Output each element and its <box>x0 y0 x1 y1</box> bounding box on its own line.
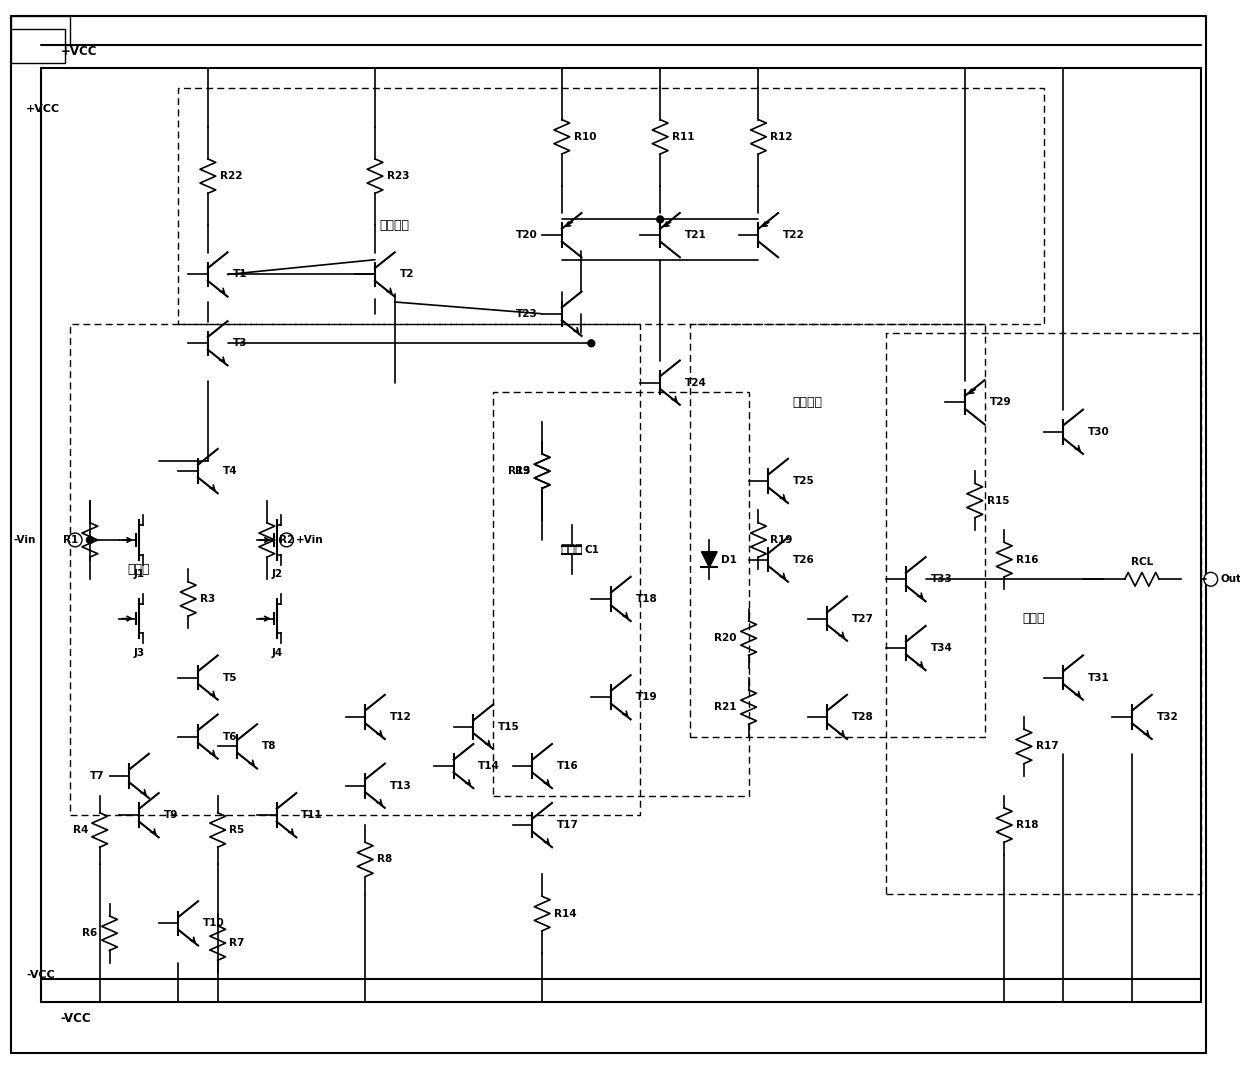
Text: R11: R11 <box>672 132 694 142</box>
Text: -Vin: -Vin <box>14 535 36 545</box>
Text: T16: T16 <box>557 761 579 771</box>
Text: 输入级: 输入级 <box>128 563 150 576</box>
Text: J1: J1 <box>134 569 145 580</box>
Circle shape <box>280 533 294 547</box>
Text: R9: R9 <box>516 466 531 476</box>
Text: +Vin: +Vin <box>296 535 324 545</box>
Text: R3: R3 <box>200 594 216 604</box>
Text: +VCC: +VCC <box>26 104 60 115</box>
Text: 保护电路: 保护电路 <box>792 396 822 408</box>
Text: T26: T26 <box>792 554 815 565</box>
Text: T11: T11 <box>301 810 324 820</box>
Text: R10: R10 <box>574 132 596 142</box>
Text: T8: T8 <box>262 742 277 751</box>
Text: R23: R23 <box>387 172 409 181</box>
Text: T7: T7 <box>91 771 104 780</box>
Text: T13: T13 <box>389 780 412 791</box>
Circle shape <box>68 533 82 547</box>
Text: R15: R15 <box>987 495 1009 506</box>
Text: R14: R14 <box>554 909 577 919</box>
Text: -VCC: -VCC <box>26 969 55 980</box>
Text: R4: R4 <box>72 825 88 835</box>
Text: T31: T31 <box>1087 672 1110 683</box>
Text: T25: T25 <box>792 476 815 486</box>
Text: T34: T34 <box>930 643 952 653</box>
Text: R19: R19 <box>770 535 792 545</box>
Text: R13: R13 <box>508 466 531 476</box>
Text: J2: J2 <box>272 569 283 580</box>
Circle shape <box>657 215 663 223</box>
Polygon shape <box>702 552 717 567</box>
Text: R18: R18 <box>1016 820 1039 830</box>
Text: T27: T27 <box>852 613 874 624</box>
Text: +VCC: +VCC <box>61 45 97 58</box>
Text: T20: T20 <box>516 230 537 240</box>
Text: T22: T22 <box>782 230 805 240</box>
Text: T2: T2 <box>399 269 414 280</box>
Text: T33: T33 <box>930 575 952 584</box>
Text: R22: R22 <box>219 172 242 181</box>
Text: R17: R17 <box>1035 742 1059 751</box>
Text: T1: T1 <box>232 269 247 280</box>
Text: R1: R1 <box>63 535 78 545</box>
Text: T24: T24 <box>684 377 707 388</box>
Text: 中间级: 中间级 <box>560 544 583 556</box>
Text: T30: T30 <box>1087 427 1110 436</box>
Text: J3: J3 <box>134 649 145 658</box>
Text: T12: T12 <box>389 712 412 721</box>
Text: T4: T4 <box>223 466 237 476</box>
Text: T14: T14 <box>479 761 500 771</box>
Text: 输出级: 输出级 <box>1023 612 1045 625</box>
Text: R2: R2 <box>279 535 294 545</box>
Circle shape <box>1204 572 1218 586</box>
Text: T3: T3 <box>232 339 247 348</box>
Text: R7: R7 <box>229 938 244 948</box>
Text: T10: T10 <box>203 919 224 928</box>
Text: R16: R16 <box>1016 554 1039 565</box>
Text: T9: T9 <box>164 810 179 820</box>
Text: T15: T15 <box>498 721 520 732</box>
Text: RCL: RCL <box>1131 557 1153 567</box>
Text: R8: R8 <box>377 854 392 864</box>
Bar <box>11 16 71 45</box>
Text: T23: T23 <box>516 309 537 318</box>
Text: R21: R21 <box>714 702 737 712</box>
Circle shape <box>87 536 93 544</box>
Text: T19: T19 <box>636 693 657 702</box>
Text: T18: T18 <box>636 594 657 604</box>
Text: T29: T29 <box>990 398 1011 407</box>
Text: T28: T28 <box>852 712 874 721</box>
Text: D1: D1 <box>722 554 737 565</box>
Text: R6: R6 <box>83 928 98 938</box>
Text: Out: Out <box>1220 575 1240 584</box>
Text: C1: C1 <box>584 545 599 555</box>
Text: 偏置电路: 偏置电路 <box>379 219 409 232</box>
Text: T17: T17 <box>557 820 579 830</box>
Text: -VCC: -VCC <box>61 1012 91 1025</box>
Text: T5: T5 <box>223 672 237 683</box>
Text: T32: T32 <box>1157 712 1178 721</box>
Text: T21: T21 <box>684 230 707 240</box>
Text: R5: R5 <box>229 825 244 835</box>
Text: R20: R20 <box>714 634 737 643</box>
Text: R12: R12 <box>770 132 792 142</box>
Circle shape <box>588 340 595 346</box>
Text: T6: T6 <box>223 731 237 742</box>
Bar <box>11 29 66 63</box>
Text: J4: J4 <box>272 649 283 658</box>
